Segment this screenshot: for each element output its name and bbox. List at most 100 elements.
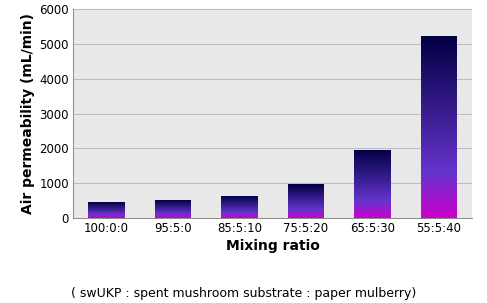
Bar xyxy=(421,110,457,111)
Bar xyxy=(421,164,457,165)
Bar xyxy=(421,106,457,107)
Bar xyxy=(421,125,457,126)
Bar xyxy=(421,214,457,215)
Bar xyxy=(421,127,457,128)
Bar xyxy=(421,117,457,118)
Bar xyxy=(421,193,457,194)
Bar xyxy=(421,217,457,218)
Bar xyxy=(421,155,457,156)
Bar xyxy=(421,90,457,91)
Bar xyxy=(421,66,457,67)
Bar xyxy=(421,115,457,116)
Bar xyxy=(421,81,457,82)
Bar xyxy=(421,71,457,72)
Bar xyxy=(421,95,457,96)
Bar xyxy=(421,166,457,167)
Bar xyxy=(421,67,457,68)
Bar xyxy=(421,202,457,203)
Bar xyxy=(421,200,457,201)
Bar xyxy=(421,131,457,132)
Bar xyxy=(421,89,457,90)
Bar xyxy=(421,95,457,96)
Bar xyxy=(421,104,457,105)
Bar xyxy=(421,54,457,55)
Bar xyxy=(421,194,457,195)
Bar xyxy=(421,58,457,59)
Bar xyxy=(421,160,457,161)
Bar xyxy=(421,79,457,80)
Bar xyxy=(421,87,457,88)
Bar xyxy=(421,40,457,41)
Bar xyxy=(421,96,457,97)
Bar xyxy=(421,188,457,189)
Bar xyxy=(421,94,457,95)
Bar xyxy=(421,111,457,112)
Bar xyxy=(421,167,457,168)
Bar xyxy=(421,53,457,54)
Bar xyxy=(421,38,457,39)
Bar xyxy=(421,128,457,129)
Bar xyxy=(421,52,457,53)
Bar xyxy=(421,196,457,197)
Bar xyxy=(421,137,457,138)
Bar xyxy=(421,119,457,120)
Bar xyxy=(421,176,457,177)
Bar xyxy=(421,121,457,122)
Bar xyxy=(421,141,457,142)
Bar xyxy=(421,69,457,70)
Bar xyxy=(421,170,457,171)
Bar xyxy=(421,173,457,174)
Bar xyxy=(421,74,457,75)
Bar xyxy=(421,97,457,98)
Bar xyxy=(421,156,457,157)
Bar xyxy=(421,213,457,214)
Bar xyxy=(421,68,457,69)
Bar xyxy=(421,41,457,42)
Bar xyxy=(421,61,457,62)
Bar xyxy=(421,59,457,60)
Text: ( swUKP : spent mushroom substrate : paper mulberry): ( swUKP : spent mushroom substrate : pap… xyxy=(71,287,416,300)
Bar xyxy=(421,163,457,164)
Bar xyxy=(421,39,457,40)
Bar xyxy=(421,129,457,130)
Bar xyxy=(421,207,457,208)
Bar xyxy=(421,179,457,180)
Bar xyxy=(421,64,457,65)
Bar xyxy=(421,154,457,155)
Bar xyxy=(421,144,457,145)
Bar xyxy=(421,98,457,99)
Bar xyxy=(421,92,457,93)
Bar xyxy=(421,182,457,183)
Bar xyxy=(421,42,457,43)
Bar xyxy=(421,204,457,205)
X-axis label: Mixing ratio: Mixing ratio xyxy=(226,239,319,254)
Bar xyxy=(421,145,457,146)
Bar xyxy=(421,122,457,123)
Bar xyxy=(421,60,457,61)
Bar xyxy=(421,124,457,125)
Bar xyxy=(421,143,457,144)
Bar xyxy=(421,209,457,210)
Bar xyxy=(421,165,457,166)
Bar xyxy=(421,113,457,114)
Bar xyxy=(421,206,457,207)
Bar xyxy=(421,192,457,193)
Bar xyxy=(421,168,457,169)
Bar xyxy=(421,37,457,38)
Bar xyxy=(421,195,457,196)
Bar xyxy=(421,65,457,66)
Bar xyxy=(421,44,457,45)
Bar xyxy=(421,210,457,211)
Bar xyxy=(421,108,457,109)
Bar xyxy=(421,43,457,44)
Bar xyxy=(421,153,457,154)
Bar xyxy=(421,183,457,184)
Bar xyxy=(421,181,457,182)
Bar xyxy=(421,208,457,209)
Bar xyxy=(421,85,457,86)
Bar xyxy=(421,191,457,192)
Bar xyxy=(421,76,457,77)
Bar xyxy=(421,101,457,102)
Y-axis label: Air permeability (mL/min): Air permeability (mL/min) xyxy=(21,13,35,214)
Bar xyxy=(421,112,457,113)
